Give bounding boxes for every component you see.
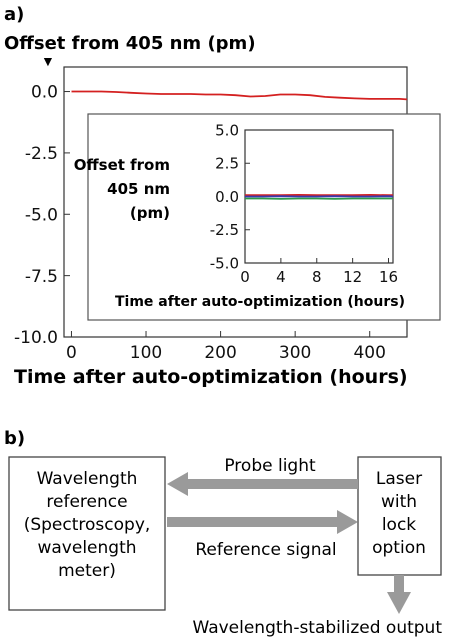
main-chart-xlabel: Time after auto-optimization (hours)	[14, 366, 408, 388]
inset-xtick-label: 0	[240, 268, 250, 286]
inset-xtick-label: 8	[312, 268, 322, 286]
reference-box-line-1: Wavelength	[37, 469, 138, 489]
inset-ylabel-line-1: Offset from	[74, 156, 170, 174]
reference-signal-arrow	[167, 510, 358, 534]
inset-ytick-label: -5.0	[210, 254, 239, 272]
main-xtick-label: 100	[130, 343, 162, 363]
inset-xtick-label: 4	[276, 268, 286, 286]
main-ytick-label: -7.5	[25, 267, 58, 287]
main-xtick-label: 200	[204, 343, 236, 363]
main-ytick-label: -5.0	[25, 205, 58, 225]
reference-signal-label: Reference signal	[195, 540, 336, 560]
main-xtick-label: 0	[66, 343, 77, 363]
reference-box-line-5: meter)	[58, 561, 116, 581]
inset-ytick-label: 5.0	[215, 121, 239, 139]
laser-box-line-3: lock	[382, 515, 416, 535]
main-ytick-label: -10.0	[14, 328, 58, 348]
laser-box-line-1: Laser	[376, 469, 422, 489]
main-ytick-label: 0.0	[31, 83, 58, 103]
laser-box	[357, 456, 442, 576]
reference-box-line-4: wavelength	[37, 538, 136, 558]
panel-b-label: b)	[4, 428, 25, 449]
inset-ylabel-line-3: (pm)	[130, 204, 170, 222]
main-ytick-label: -2.5	[25, 144, 58, 164]
inset-ytick-label: 0.0	[215, 188, 239, 206]
main-chart: Offset from 405 nm (pm) ▼ 0.0 -2.5 -5.0 -7.…	[4, 33, 408, 388]
laser-box-line-4: option	[372, 538, 426, 558]
inset-ytick-label: 2.5	[215, 155, 239, 173]
reference-box-line-3: (Spectroscopy,	[24, 515, 151, 535]
laser-box-line-2: with	[381, 492, 417, 512]
inset-chart-box	[87, 113, 441, 321]
main-series-line-0	[71, 90, 408, 101]
probe-light-label: Probe light	[224, 456, 316, 476]
output-arrow	[387, 575, 411, 614]
ylabel-pointer: ▼	[41, 53, 55, 69]
inset-xtick-label: 16	[379, 268, 398, 286]
inset-ylabel-line-2: 405 nm	[107, 180, 170, 198]
inset-xtick-label: 12	[343, 268, 362, 286]
output-label: Wavelength-stabilized output	[192, 618, 442, 638]
wavelength-reference-box	[8, 456, 166, 611]
inset-chart: Offset from 405 nm (pm) 5.0 2.5 0.0 -2.5 -5.…	[74, 113, 441, 321]
probe-light-arrow	[167, 472, 358, 496]
inset-ytick-label: -2.5	[210, 221, 239, 239]
main-xtick-label: 300	[279, 343, 311, 363]
main-xtick-label: 400	[353, 343, 385, 363]
inset-xlabel: Time after auto-optimization (hours)	[115, 294, 405, 310]
main-chart-ylabel: Offset from 405 nm (pm)	[4, 33, 256, 54]
reference-box-line-2: reference	[46, 492, 127, 512]
lock-diagram: Wavelength reference (Spectroscopy, wave…	[8, 456, 442, 638]
panel-a-label: a)	[4, 4, 24, 25]
